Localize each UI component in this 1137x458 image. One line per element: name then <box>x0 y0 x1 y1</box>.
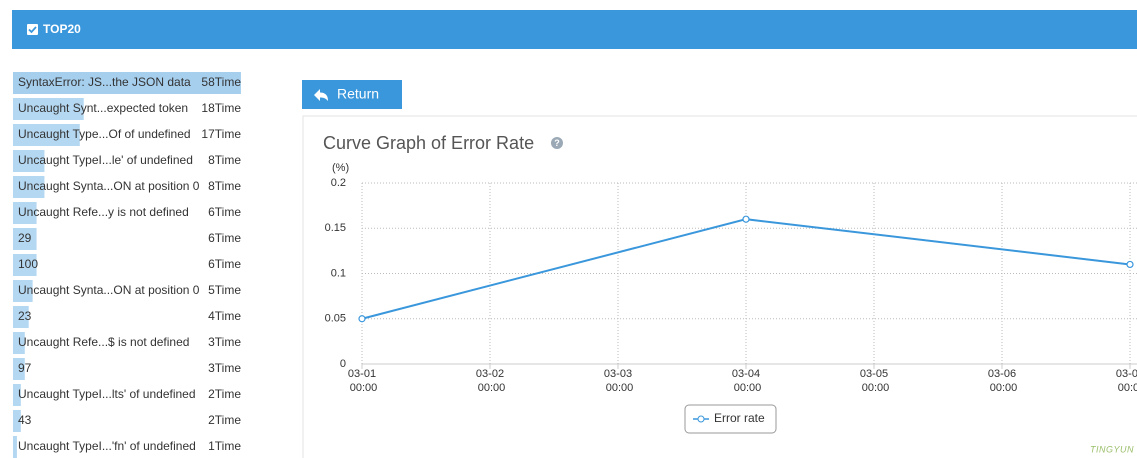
error-count: 3Time <box>208 361 241 375</box>
point <box>1126 260 1134 269</box>
header-title: TOP20 <box>43 22 81 36</box>
y-tick-label: 0.15 <box>325 222 346 234</box>
point <box>358 315 366 323</box>
point <box>742 215 750 223</box>
return-label[interactable]: Return <box>337 86 379 102</box>
x-tick-label: 03-06 00:00 <box>987 368 1018 394</box>
count-bar <box>13 436 17 458</box>
count-bar <box>13 332 25 354</box>
count-bar <box>13 384 21 406</box>
error-count: 18Time <box>201 101 241 115</box>
error-count: 5Time <box>208 283 241 297</box>
error-label: Uncaught Type...Of of undefined <box>18 127 191 141</box>
error-count: 2Time <box>208 387 241 401</box>
x-tick-label: 03-03 00:00 <box>603 368 634 394</box>
error-label: SyntaxError: JS...the JSON data <box>18 75 191 89</box>
error-label: 23 <box>18 309 32 323</box>
error-count: 6Time <box>208 257 241 271</box>
count-bar <box>13 202 37 224</box>
count-bar <box>13 124 80 146</box>
return-icon <box>314 89 328 101</box>
x-tick-label: 03-04 00:00 <box>731 368 762 394</box>
error-label: Uncaught TypeI...le' of undefined <box>18 153 193 167</box>
help-glyph: ? <box>554 138 560 148</box>
error-label: 29 <box>18 231 32 245</box>
error-count: 6Time <box>208 231 241 245</box>
y-tick-label: 0.05 <box>325 313 346 325</box>
checkbox-icon[interactable] <box>27 24 38 35</box>
error-count: 6Time <box>208 205 241 219</box>
error-label: Uncaught Refe...$ is not defined <box>18 335 189 349</box>
error-label: Uncaught Synta...ON at position 0 <box>18 179 200 193</box>
count-bar <box>13 306 29 328</box>
legend-marker <box>697 415 705 423</box>
error-label: 43 <box>18 413 32 427</box>
y-tick-label: 0 <box>340 358 346 370</box>
error-count: 2Time <box>208 413 241 427</box>
legend-label[interactable]: Error rate <box>714 411 765 425</box>
error-count: 58Time <box>201 75 241 89</box>
x-tick-label: 03-05 00:00 <box>859 368 890 394</box>
error-list: SyntaxError: JS...the JSON data 58Time Unc… <box>13 72 241 458</box>
count-bar <box>13 254 37 276</box>
x-tick-label: 03-07 00:00 <box>1115 368 1137 394</box>
count-bar <box>13 176 45 198</box>
count-bar <box>13 280 33 302</box>
count-bar <box>13 410 21 432</box>
count-bar <box>13 228 37 250</box>
chart-panel <box>302 115 1137 458</box>
count-bar <box>13 150 45 172</box>
count-bar <box>13 72 241 94</box>
plot: 0 0.05 0.1 0.15 0.2 03-01 00:00 03-02 00:00 03-… <box>325 177 1137 394</box>
error-count: 4Time <box>208 309 241 323</box>
error-label: Uncaught Synt...expected token <box>18 101 188 115</box>
count-bar <box>13 358 25 380</box>
error-label: Uncaught TypeI...lts' of undefined <box>18 387 196 401</box>
check-mark <box>28 26 37 34</box>
x-tick-label: 03-01 00:00 <box>347 368 378 394</box>
y-tick-label: 0.2 <box>331 177 346 189</box>
error-count: 1Time <box>208 439 241 453</box>
y-axis-label: (%) <box>332 162 349 174</box>
chart-title: Curve Graph of Error Rate <box>323 133 534 153</box>
watermark: TINGYUN <box>1090 444 1134 454</box>
help-icon[interactable] <box>551 137 563 149</box>
header-bar <box>12 10 1137 49</box>
legend-box[interactable] <box>684 404 777 434</box>
error-label: Uncaught Synta...ON at position 0 <box>18 283 200 297</box>
error-count: 8Time <box>208 179 241 193</box>
x-tick-label: 03-02 00:00 <box>475 368 506 394</box>
error-label: Uncaught Refe...y is not defined <box>18 205 189 219</box>
error-label: 100 <box>18 257 38 271</box>
count-bar <box>13 98 84 120</box>
error-count: 8Time <box>208 153 241 167</box>
error-label: 97 <box>18 361 32 375</box>
error-label: Uncaught TypeI...'fn' of undefined <box>18 439 196 453</box>
y-tick-label: 0.1 <box>331 267 346 279</box>
error-count: 3Time <box>208 335 241 349</box>
error-count: 17Time <box>201 127 241 141</box>
